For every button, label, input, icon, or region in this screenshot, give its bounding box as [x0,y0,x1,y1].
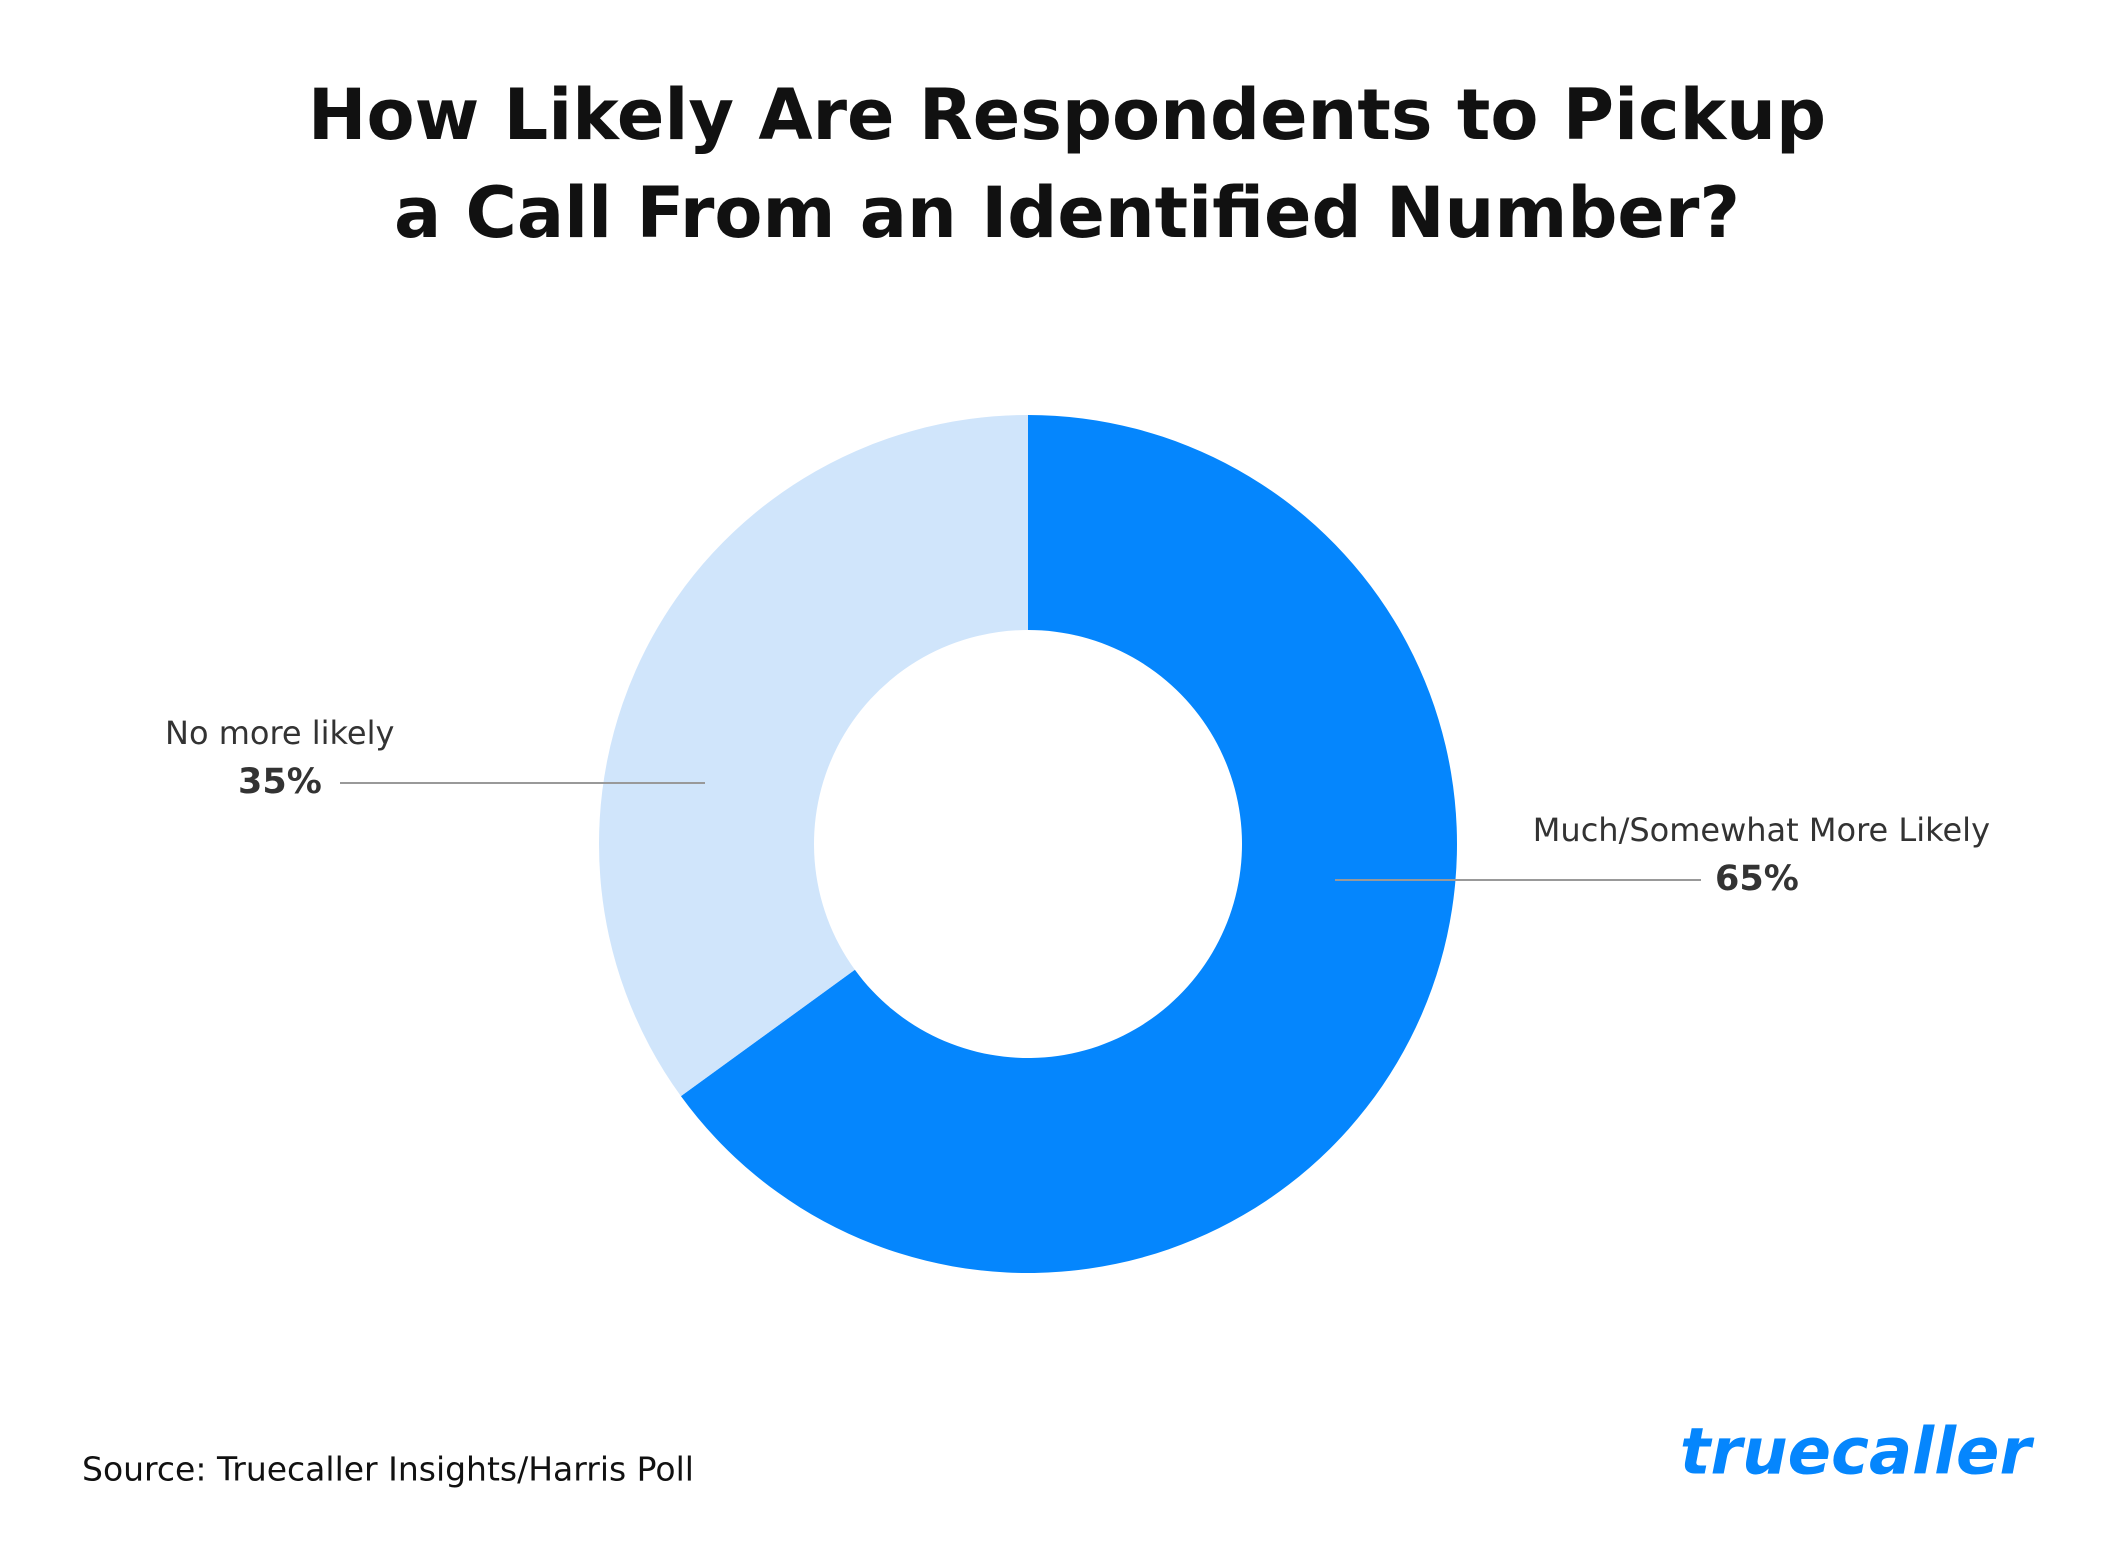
value-label: 65% [1715,859,1799,899]
chart-title: How Likely Are Respondents to Pickup [308,74,1826,156]
brand-logo: truecaller [1680,1416,2035,1490]
pie-slice [680,415,1457,1273]
slice-label: No more likely [165,714,394,752]
value-label: 35% [238,762,322,802]
chart-title: a Call From an Identified Number? [394,172,1740,254]
source-note: Source: Truecaller Insights/Harris Poll [82,1450,694,1489]
slice-label: Much/Somewhat More Likely [1533,811,1990,849]
pie-slice [599,415,1028,1097]
